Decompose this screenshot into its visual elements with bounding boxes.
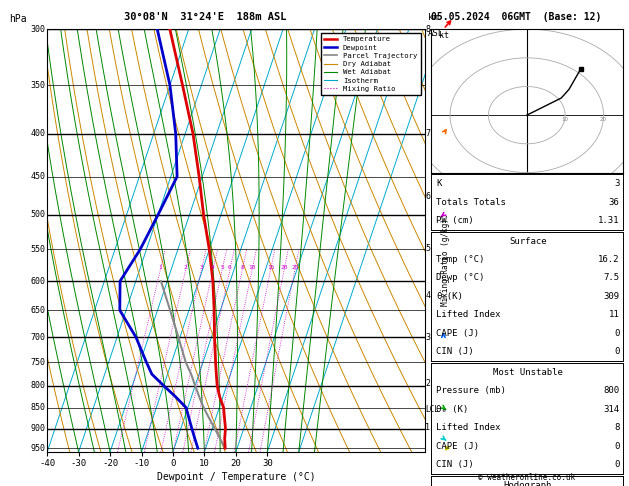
Text: 1: 1 [159, 265, 162, 270]
Text: Most Unstable: Most Unstable [493, 368, 563, 377]
Text: 0: 0 [614, 329, 620, 338]
Text: 800: 800 [603, 386, 620, 395]
Text: Totals Totals: Totals Totals [436, 198, 506, 207]
Text: 7: 7 [425, 129, 430, 138]
Text: 05.05.2024  06GMT  (Base: 12): 05.05.2024 06GMT (Base: 12) [431, 12, 601, 22]
Legend: Temperature, Dewpoint, Parcel Trajectory, Dry Adiabat, Wet Adiabat, Isotherm, Mi: Temperature, Dewpoint, Parcel Trajectory… [321, 33, 421, 95]
Text: Surface: Surface [509, 237, 547, 245]
Text: 750: 750 [30, 358, 45, 367]
Text: 8: 8 [240, 265, 244, 270]
Text: Mixing Ratio (g/kg): Mixing Ratio (g/kg) [441, 218, 450, 306]
Text: 0: 0 [614, 442, 620, 451]
Text: 7.5: 7.5 [603, 274, 620, 282]
Text: CIN (J): CIN (J) [436, 460, 474, 469]
Text: 36: 36 [609, 198, 620, 207]
Text: 300: 300 [30, 25, 45, 34]
Text: 11: 11 [609, 311, 620, 319]
Text: 10: 10 [248, 265, 256, 270]
Text: Pressure (mb): Pressure (mb) [436, 386, 506, 395]
Text: PW (cm): PW (cm) [436, 216, 474, 225]
Text: 800: 800 [30, 381, 45, 390]
Text: 8: 8 [425, 25, 430, 34]
Text: 3: 3 [425, 332, 430, 342]
Text: 4: 4 [211, 265, 214, 270]
Text: 3: 3 [614, 179, 620, 188]
Text: CAPE (J): CAPE (J) [436, 329, 479, 338]
Text: 700: 700 [30, 332, 45, 342]
X-axis label: Dewpoint / Temperature (°C): Dewpoint / Temperature (°C) [157, 472, 315, 482]
Text: 25: 25 [291, 265, 299, 270]
Text: ASL: ASL [428, 29, 444, 38]
Text: Lifted Index: Lifted Index [436, 423, 501, 432]
Text: 2: 2 [425, 379, 430, 388]
Text: 950: 950 [30, 444, 45, 452]
Text: © weatheronline.co.uk: © weatheronline.co.uk [478, 473, 576, 482]
Text: 309: 309 [603, 292, 620, 301]
Text: Hodograph: Hodograph [504, 481, 552, 486]
Text: 314: 314 [603, 405, 620, 414]
Text: 2: 2 [184, 265, 187, 270]
Text: 5: 5 [425, 243, 430, 253]
Text: 0: 0 [614, 460, 620, 469]
Text: hPa: hPa [9, 14, 27, 24]
Text: 30°08'N  31°24'E  188m ASL: 30°08'N 31°24'E 188m ASL [125, 12, 287, 22]
Text: 3: 3 [199, 265, 203, 270]
Text: CAPE (J): CAPE (J) [436, 442, 479, 451]
Text: 20: 20 [600, 117, 607, 122]
Text: km: km [428, 13, 438, 22]
Text: 6: 6 [228, 265, 231, 270]
Text: kt: kt [438, 31, 448, 40]
Text: 600: 600 [30, 277, 45, 286]
Text: LCL: LCL [425, 405, 439, 415]
Text: Lifted Index: Lifted Index [436, 311, 501, 319]
Text: 5: 5 [220, 265, 224, 270]
Text: θₑ(K): θₑ(K) [436, 292, 463, 301]
Text: 850: 850 [30, 403, 45, 412]
Text: 500: 500 [30, 210, 45, 219]
Text: 350: 350 [30, 81, 45, 90]
Text: 16.2: 16.2 [598, 255, 620, 264]
Text: θₑ (K): θₑ (K) [436, 405, 468, 414]
Text: 15: 15 [267, 265, 274, 270]
Text: K: K [436, 179, 442, 188]
Text: 6: 6 [425, 191, 430, 201]
Text: 400: 400 [30, 129, 45, 138]
Text: 900: 900 [30, 424, 45, 433]
Text: 8: 8 [614, 423, 620, 432]
Text: 0: 0 [614, 347, 620, 356]
Text: 4: 4 [425, 292, 430, 300]
Text: 10: 10 [562, 117, 569, 122]
Text: 1: 1 [425, 423, 430, 432]
Text: Dewp (°C): Dewp (°C) [436, 274, 484, 282]
Text: CIN (J): CIN (J) [436, 347, 474, 356]
Text: 550: 550 [30, 245, 45, 254]
Text: 650: 650 [30, 306, 45, 315]
Text: 1.31: 1.31 [598, 216, 620, 225]
Text: 450: 450 [30, 172, 45, 181]
Text: 20: 20 [281, 265, 288, 270]
Text: Temp (°C): Temp (°C) [436, 255, 484, 264]
